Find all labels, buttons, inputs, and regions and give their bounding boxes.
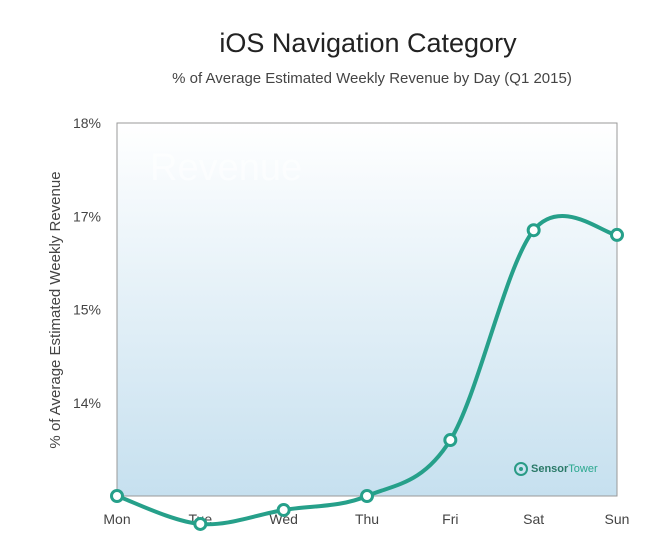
watermark-text: Revenue [150,147,302,189]
y-tick-label: 15% [73,302,101,318]
x-tick-label: Mon [103,511,130,527]
logo-brand-b: Tower [568,463,598,475]
data-point-wed[interactable] [276,502,291,517]
logo-brand-a: Sensor [531,463,569,475]
y-tick-label: 14% [73,395,101,411]
data-point-fri[interactable] [443,433,458,448]
data-point-sun[interactable] [610,227,624,242]
data-point-sat[interactable] [526,223,541,238]
data-point-mon[interactable] [110,489,124,503]
x-tick-label: Fri [442,511,458,527]
sensortower-logo: Sensor Tower [514,462,598,476]
data-point-tue[interactable] [193,516,208,531]
x-tick-label: Thu [355,511,379,527]
plot-area [116,122,618,497]
data-point-thu[interactable] [360,489,374,503]
y-tick-label: 18% [73,115,101,131]
chart-title: iOS Navigation Category [219,28,517,58]
chart-subtitle: % of Average Estimated Weekly Revenue by… [172,70,572,87]
sensortower-icon [514,462,528,476]
y-tick-label: 17% [73,208,101,224]
x-tick-label: Sun [605,511,630,527]
x-tick-label: Sat [523,511,544,527]
x-tick-label: Wed [269,511,298,527]
